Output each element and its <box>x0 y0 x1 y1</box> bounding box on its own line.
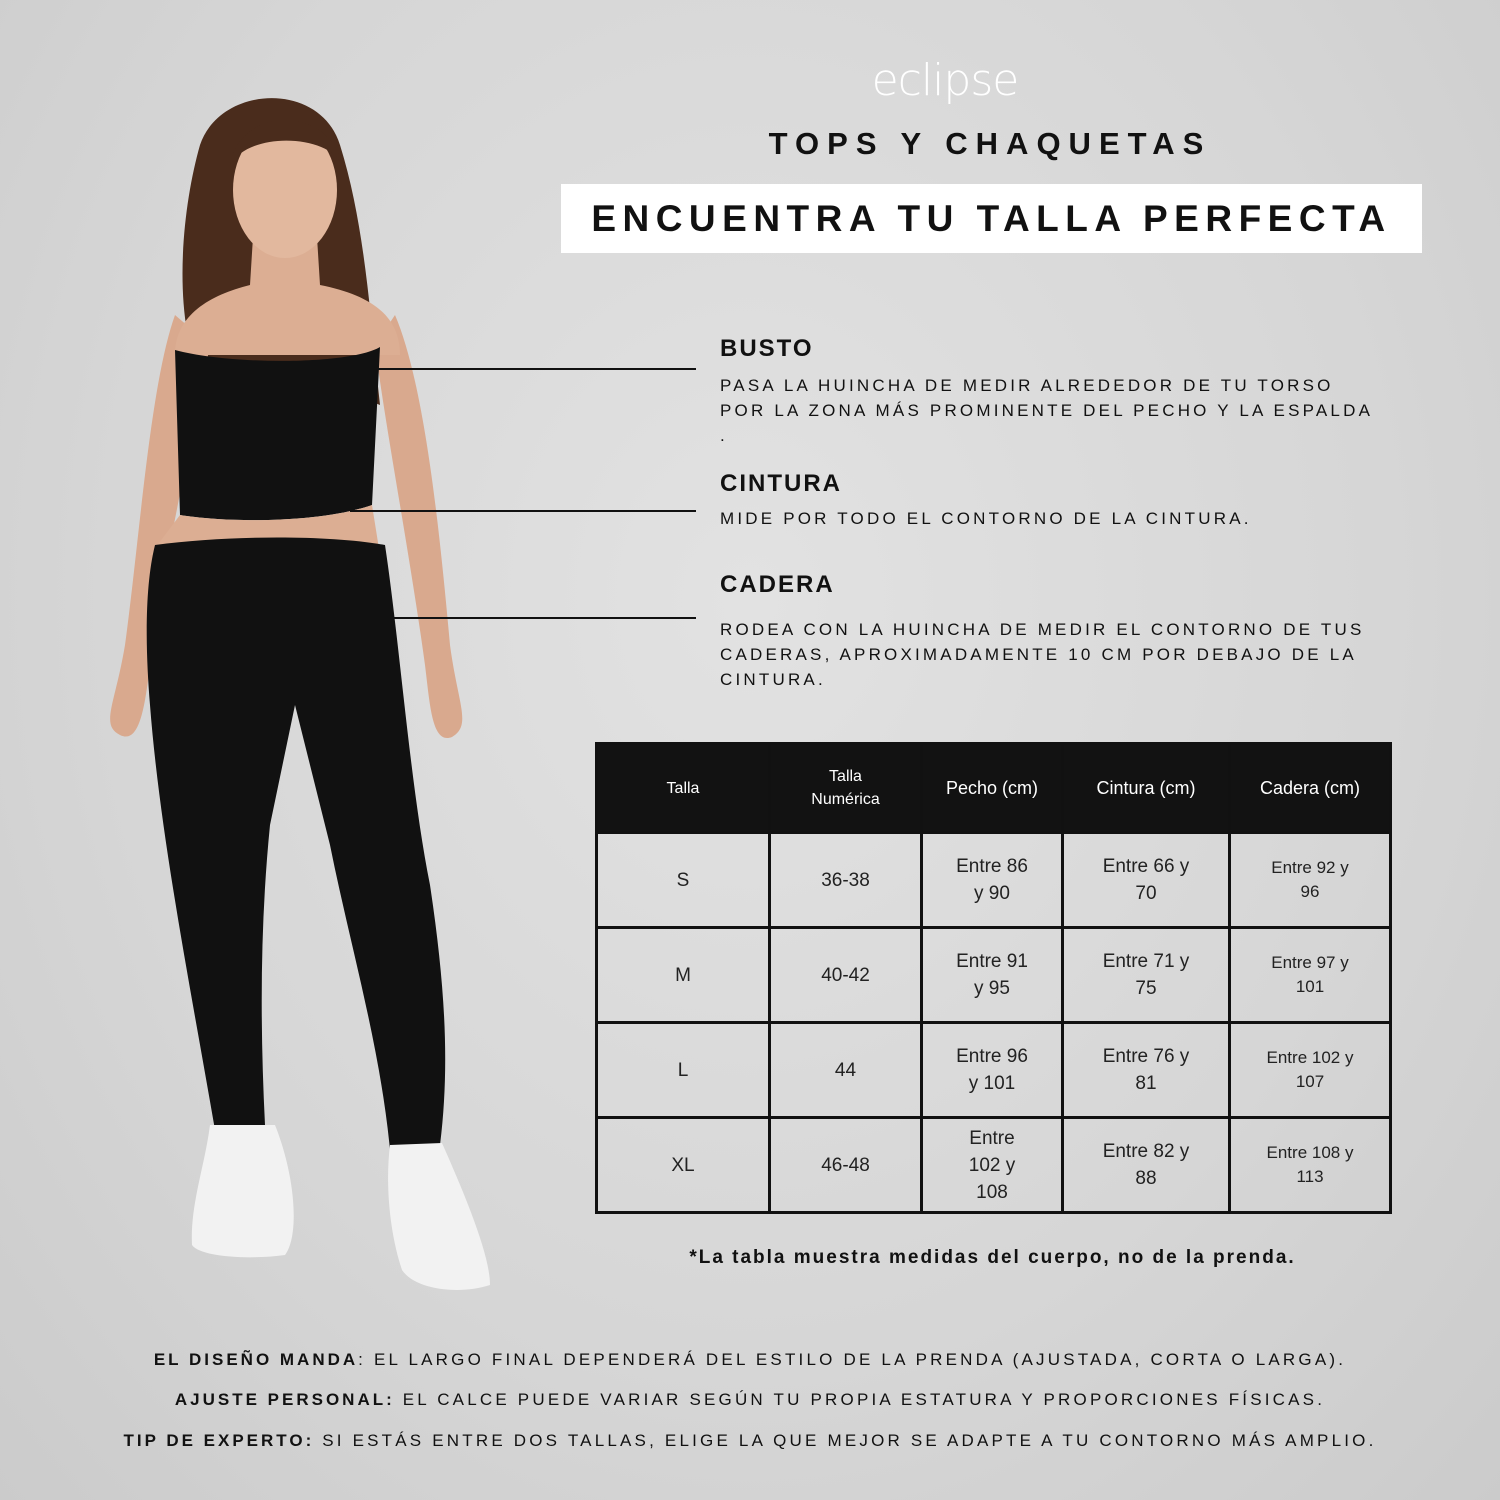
cell-talla: L <box>595 1021 771 1119</box>
table-row: S 36-38 Entre 86 y 90 Entre 66 y 70 Entre 92… <box>595 831 1392 929</box>
waist-pointer-line <box>350 510 696 512</box>
cell-pecho: Entre 91 y 95 <box>920 926 1064 1024</box>
cell-cintura: Entre 71 y 75 <box>1061 926 1231 1024</box>
cell-cintura: Entre 82 y 88 <box>1061 1116 1231 1214</box>
page-title: ENCUENTRA TU TALLA PERFECTA <box>591 197 1392 239</box>
tip-text: EL CALCE PUEDE VARIAR SEGÚN TU PROPIA ES… <box>394 1390 1326 1409</box>
hip-description: RODEA CON LA HUINCHA DE MEDIR EL CONTORN… <box>720 620 1365 689</box>
tip-label: EL DISEÑO MANDA <box>153 1350 359 1369</box>
model-photo <box>110 98 490 1290</box>
table-note: *La tabla muestra medidas del cuerpo, no… <box>689 1247 1296 1268</box>
header-talla: Talla <box>595 742 771 834</box>
cell-talla-numerica: 44 <box>768 1021 923 1119</box>
bust-title: BUSTO <box>720 335 814 362</box>
waist-description: MIDE POR TODO EL CONTORNO DE LA CINTURA. <box>720 509 1252 528</box>
waist-title: CINTURA <box>720 470 842 497</box>
cell-talla-numerica: 36-38 <box>768 831 923 929</box>
header-cintura: Cintura (cm) <box>1061 742 1231 834</box>
bust-pointer-line <box>340 368 696 370</box>
table-header-row: Talla Talla Numérica Pecho (cm) Cintura … <box>595 742 1392 834</box>
bust-description: PASA LA HUINCHA DE MEDIR ALREDEDOR DE TU… <box>720 376 1374 445</box>
cell-talla-numerica: 46-48 <box>768 1116 923 1214</box>
title-banner: ENCUENTRA TU TALLA PERFECTA <box>561 184 1422 253</box>
category-title: TOPS Y CHAQUETAS <box>768 126 1212 161</box>
cell-cadera: Entre 97 y 101 <box>1228 926 1392 1024</box>
cell-cintura: Entre 76 y 81 <box>1061 1021 1231 1119</box>
cell-cadera: Entre 102 y 107 <box>1228 1021 1392 1119</box>
cell-cadera: Entre 92 y 96 <box>1228 831 1392 929</box>
cell-talla: M <box>595 926 771 1024</box>
cell-pecho: Entre 86 y 90 <box>920 831 1064 929</box>
size-table: Talla Talla Numérica Pecho (cm) Cintura … <box>595 742 1392 1214</box>
hip-pointer-line <box>350 617 696 619</box>
header-talla-numerica: Talla Numérica <box>768 742 923 834</box>
cell-cadera: Entre 108 y 113 <box>1228 1116 1392 1214</box>
table-row: L 44 Entre 96 y 101 Entre 76 y 81 Entre 102 … <box>595 1021 1392 1119</box>
tip-text: : EL LARGO FINAL DEPENDERÁ DEL ESTILO DE… <box>358 1350 1347 1369</box>
tip-label: TIP DE EXPERTO: <box>123 1431 315 1450</box>
brand-logo: eclipse <box>871 55 1020 106</box>
tip-label: AJUSTE PERSONAL: <box>174 1390 395 1409</box>
tip-fit: AJUSTE PERSONAL: EL CALCE PUEDE VARIAR S… <box>0 1390 1500 1410</box>
cell-cintura: Entre 66 y 70 <box>1061 831 1231 929</box>
hip-title: CADERA <box>720 571 835 598</box>
cell-talla-numerica: 40-42 <box>768 926 923 1024</box>
header-pecho: Pecho (cm) <box>920 742 1064 834</box>
tip-text: SI ESTÁS ENTRE DOS TALLAS, ELIGE LA QUE … <box>314 1431 1377 1450</box>
cell-pecho: Entre 96 y 101 <box>920 1021 1064 1119</box>
cell-pecho: Entre 102 y 108 <box>920 1116 1064 1214</box>
tip-design: EL DISEÑO MANDA: EL LARGO FINAL DEPENDER… <box>0 1350 1500 1370</box>
tip-expert: TIP DE EXPERTO: SI ESTÁS ENTRE DOS TALLA… <box>0 1431 1500 1451</box>
header-cadera: Cadera (cm) <box>1228 742 1392 834</box>
table-row: M 40-42 Entre 91 y 95 Entre 71 y 75 Entre 97… <box>595 926 1392 1024</box>
cell-talla: S <box>595 831 771 929</box>
cell-talla: XL <box>595 1116 771 1214</box>
table-row: XL 46-48 Entre 102 y 108 Entre 82 y 88 Entre… <box>595 1116 1392 1214</box>
